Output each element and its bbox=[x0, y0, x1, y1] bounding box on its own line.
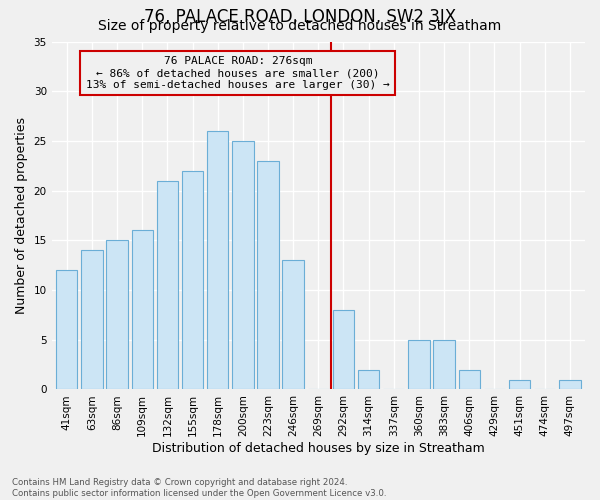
Text: Size of property relative to detached houses in Streatham: Size of property relative to detached ho… bbox=[98, 19, 502, 33]
Bar bbox=[333, 310, 354, 390]
Bar bbox=[232, 141, 254, 390]
Bar bbox=[559, 380, 581, 390]
Bar bbox=[257, 161, 279, 390]
Bar bbox=[408, 340, 430, 390]
Y-axis label: Number of detached properties: Number of detached properties bbox=[15, 117, 28, 314]
Bar bbox=[182, 170, 203, 390]
Bar bbox=[207, 131, 229, 390]
Text: 76, PALACE ROAD, LONDON, SW2 3JX: 76, PALACE ROAD, LONDON, SW2 3JX bbox=[144, 8, 456, 26]
Text: 76 PALACE ROAD: 276sqm
← 86% of detached houses are smaller (200)
13% of semi-de: 76 PALACE ROAD: 276sqm ← 86% of detached… bbox=[86, 56, 390, 90]
Bar bbox=[56, 270, 77, 390]
X-axis label: Distribution of detached houses by size in Streatham: Distribution of detached houses by size … bbox=[152, 442, 485, 455]
Bar bbox=[358, 370, 379, 390]
Bar bbox=[131, 230, 153, 390]
Bar bbox=[509, 380, 530, 390]
Bar bbox=[81, 250, 103, 390]
Bar bbox=[157, 180, 178, 390]
Bar bbox=[106, 240, 128, 390]
Text: Contains HM Land Registry data © Crown copyright and database right 2024.
Contai: Contains HM Land Registry data © Crown c… bbox=[12, 478, 386, 498]
Bar bbox=[458, 370, 480, 390]
Bar bbox=[283, 260, 304, 390]
Bar bbox=[433, 340, 455, 390]
